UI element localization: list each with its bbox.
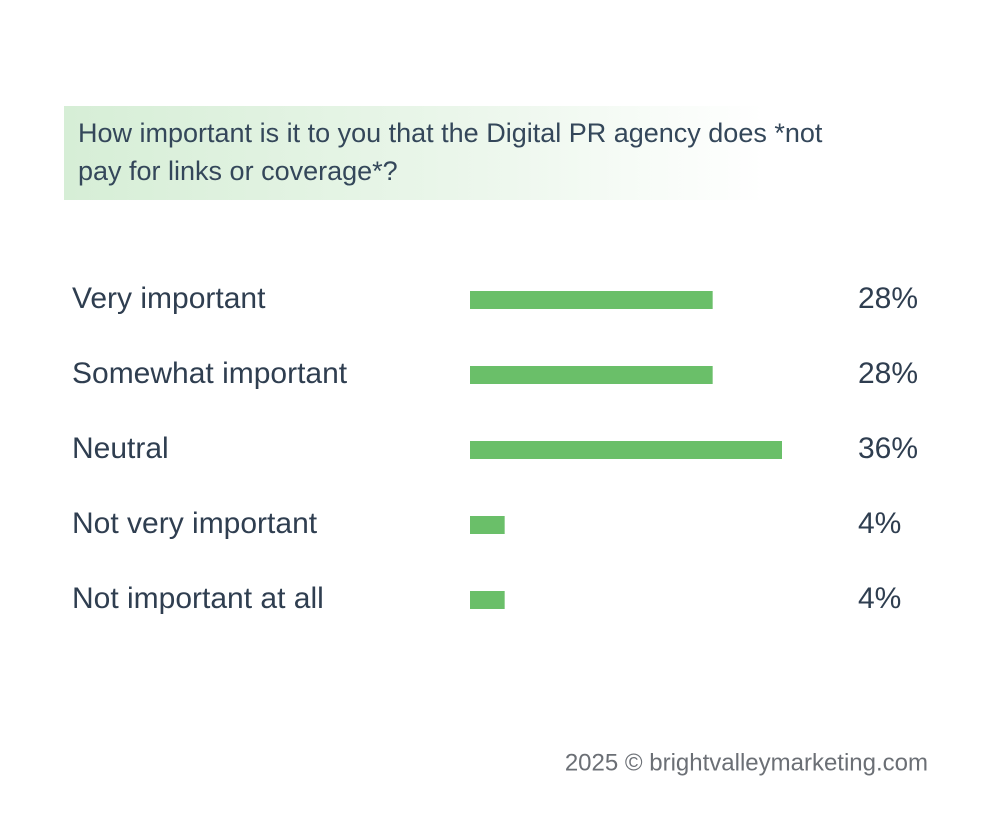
value-label: 28%: [858, 282, 918, 315]
bar: [470, 441, 782, 459]
bar: [470, 591, 505, 609]
category-label: Very important: [72, 282, 266, 315]
value-label: 4%: [858, 507, 901, 540]
category-label: Neutral: [72, 432, 169, 465]
bar: [470, 516, 505, 534]
bar: [470, 366, 713, 384]
category-label: Not very important: [72, 507, 318, 540]
category-label: Not important at all: [72, 582, 324, 615]
bar: [470, 291, 713, 309]
title-background: [64, 106, 764, 200]
value-label: 4%: [858, 582, 901, 615]
chart-title: How important is it to you that the Digi…: [78, 118, 823, 186]
value-label: 28%: [858, 357, 918, 390]
source: 2025 © brightvalleymarketing.com: [565, 749, 928, 776]
category-label: Somewhat important: [72, 357, 348, 390]
value-label: 36%: [858, 432, 918, 465]
